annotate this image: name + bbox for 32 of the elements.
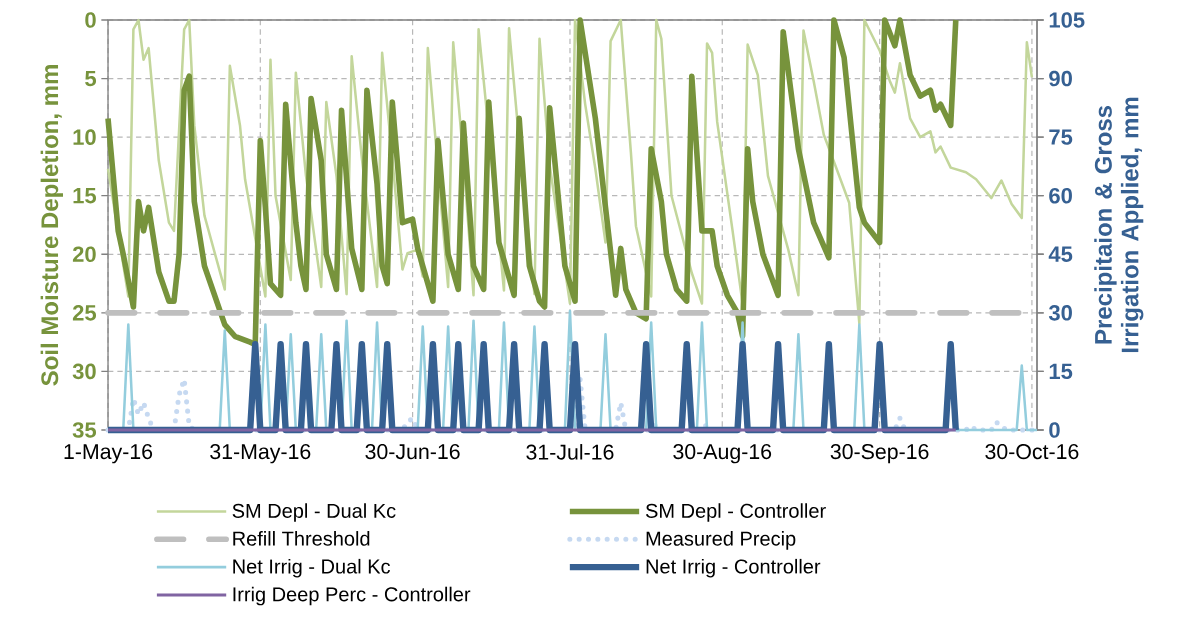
y-tick-label: 5 [85,70,97,87]
x-tick-label: 30-Aug-16 [673,444,772,464]
y-axis-title: Soil Moisture Depletion, mm [40,65,64,386]
legend-label: Net Irrig - Controller [646,558,821,578]
y-tick-label: 15 [73,188,97,204]
x-tick-label: 1-May-16 [64,444,153,464]
legend-label: Measured Precip [646,531,796,550]
legend-label: Irrig Deep Perc - Controller [233,586,471,606]
y-tick-label: 30 [72,363,96,380]
x-tick-label: 30-Oct-16 [985,444,1079,460]
legend-label: Net Irrig - Dual Kc [233,558,391,578]
legend-label: SM Depl - Controller [645,503,826,522]
y2-tick-label: 30 [1048,305,1072,321]
legend-label: Refill Threshold [233,531,370,546]
y-tick-label: 25 [72,305,97,321]
x-tick-label: 31-May-16 [210,444,311,464]
y2-tick-label: 105 [1049,12,1085,28]
y2-tick-label: 60 [1049,187,1072,204]
y2-tick-label: 15 [1049,363,1073,380]
y-tick-label: 35 [72,422,97,438]
y2-axis-title: Precipitaion & Gross Irrigation Applied, mm [1094,97,1144,353]
y-tick-label: 10 [73,129,96,145]
y-tick-label: 0 [85,12,96,28]
y2-tick-label: 45 [1048,246,1073,262]
y-tick-label: 20 [72,246,96,263]
y2-tick-label: 90 [1049,70,1072,87]
y2-tick-label: 75 [1049,129,1073,145]
y2-tick-label: 0 [1049,422,1060,438]
x-tick-label: 30-Jun-16 [365,444,460,460]
x-tick-label: 31-Jul-16 [526,444,614,460]
x-tick-label: 30-Sep-16 [830,444,929,464]
legend-label: SM Depl - Dual Kc [232,503,396,522]
